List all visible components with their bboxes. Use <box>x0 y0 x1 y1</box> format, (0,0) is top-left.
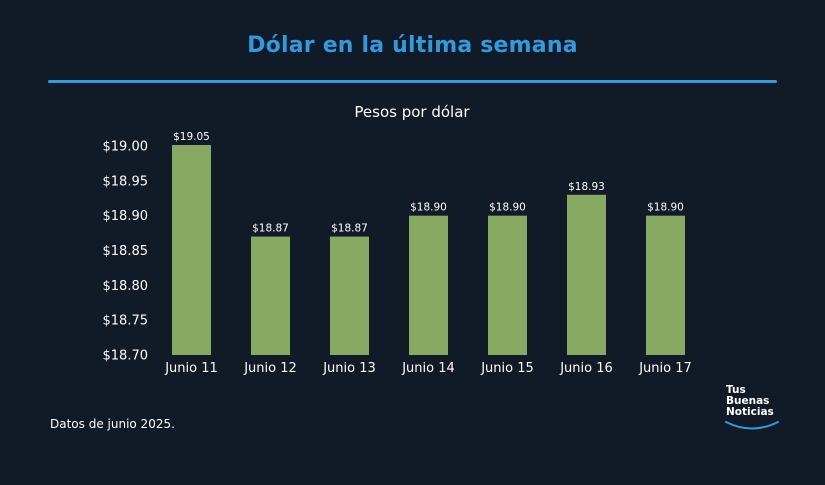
x-tick-label: Junio 11 <box>164 361 218 376</box>
logo-line-2: Buenas <box>726 395 770 407</box>
bar <box>646 215 685 355</box>
x-axis: Junio 11 Junio 12 Junio 13 Junio 14 Junio 15… <box>164 361 692 376</box>
y-tick-label: $18.70 <box>103 349 149 364</box>
x-tick-label: Junio 12 <box>243 361 297 376</box>
bar-value-label: $18.87 <box>331 223 368 235</box>
page-title: Dólar en la última semana <box>247 33 578 58</box>
logo-line-3: Noticias <box>726 406 774 418</box>
y-tick-label: $18.95 <box>103 174 149 189</box>
y-tick-label: $18.80 <box>103 279 149 294</box>
bar-value-label: $18.93 <box>568 181 605 193</box>
footnote: Datos de junio 2025. <box>50 417 175 431</box>
brand-logo: Tus Buenas Noticias <box>725 384 782 435</box>
bar <box>567 194 606 355</box>
bars-group: $19.05 $18.87 $18.87 $18.90 $18.90 $18.93 $18.… <box>172 131 685 355</box>
bar <box>330 236 369 355</box>
title-divider <box>48 80 777 83</box>
bar <box>251 236 290 355</box>
y-tick-label: $19.00 <box>103 140 149 155</box>
bar-value-label: $18.87 <box>252 223 289 235</box>
bar-value-label: $19.05 <box>173 131 210 143</box>
x-tick-label: Junio 17 <box>638 361 692 376</box>
bar <box>409 215 448 355</box>
x-tick-label: Junio 16 <box>559 361 613 376</box>
y-tick-label: $18.85 <box>103 244 149 259</box>
bar-value-label: $18.90 <box>489 202 526 214</box>
x-tick-label: Junio 13 <box>322 361 376 376</box>
logo-line-1: Tus <box>726 384 746 396</box>
chart-title: Pesos por dólar <box>354 103 470 121</box>
logo-swoosh-icon <box>725 421 779 430</box>
y-axis: $18.70 $18.75 $18.80 $18.85 $18.90 $18.95 $19.… <box>103 140 149 364</box>
x-tick-label: Junio 15 <box>480 361 534 376</box>
bar-value-label: $18.90 <box>410 202 447 214</box>
x-tick-label: Junio 14 <box>401 361 455 376</box>
y-tick-label: $18.90 <box>103 209 149 224</box>
bar <box>172 145 211 355</box>
y-tick-label: $18.75 <box>103 314 149 329</box>
bar <box>488 215 527 355</box>
bar-value-label: $18.90 <box>647 202 684 214</box>
